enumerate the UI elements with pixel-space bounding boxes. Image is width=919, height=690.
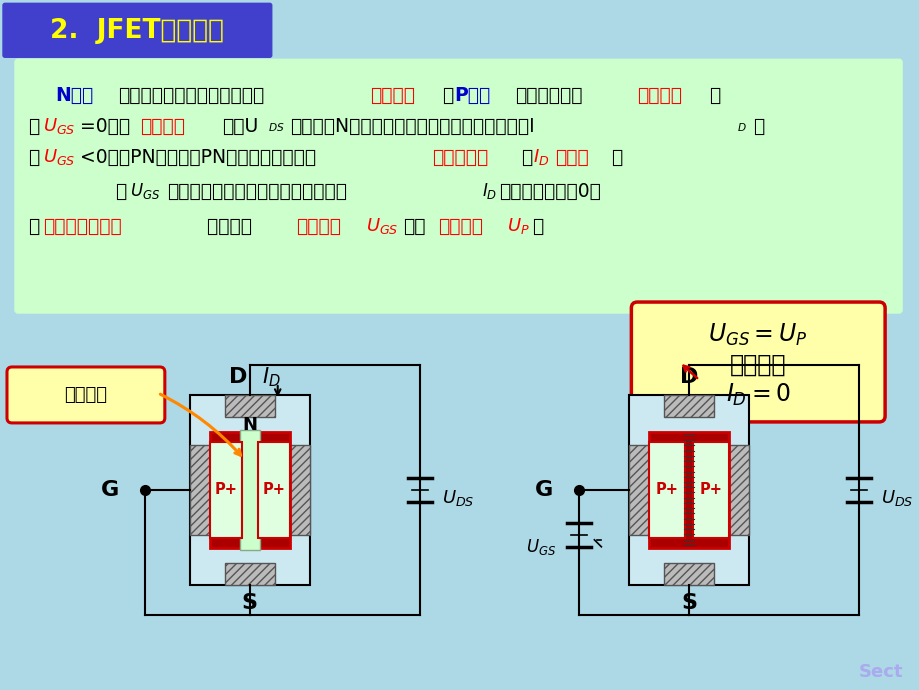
Bar [664, 563, 713, 584]
Bar [189, 445, 210, 535]
Text: $U_{DS}$: $U_{DS}$ [441, 488, 473, 508]
Text: 当: 当 [28, 117, 40, 136]
Bar [210, 432, 289, 548]
Text: <0时，PN结反偏，PN结加宽，漏源间的: <0时，PN结反偏，PN结加宽，漏源间的 [80, 148, 316, 167]
Text: 负栅压区: 负栅压区 [369, 86, 414, 105]
Text: 将减小: 将减小 [555, 148, 588, 167]
Text: 2.  JFET工作原理: 2. JFET工作原理 [50, 19, 223, 44]
Text: 夹断状态: 夹断状态 [729, 353, 786, 377]
Bar [649, 432, 729, 548]
Text: 沟道将变窄: 沟道将变窄 [431, 148, 487, 167]
Text: $U_P$: $U_P$ [507, 216, 529, 236]
Text: P+: P+ [655, 482, 678, 497]
Text: $U_{GS}$: $U_{GS}$ [43, 147, 75, 167]
Bar [257, 442, 289, 538]
Text: $I_D$: $I_D$ [533, 147, 550, 167]
Text: ，在U: ，在U [221, 117, 257, 136]
Text: 继续向负方向增加，沟道继续变窄，: 继续向负方向增加，沟道继续变窄， [166, 181, 346, 201]
Text: G: G [101, 480, 119, 500]
Text: 。: 。 [753, 117, 764, 136]
Text: 。: 。 [532, 217, 543, 235]
Bar [189, 395, 310, 584]
Bar [629, 395, 748, 584]
Text: $I_D$: $I_D$ [262, 365, 281, 388]
Text: N沟道: N沟道 [55, 86, 93, 105]
FancyBboxPatch shape [3, 3, 271, 57]
Bar [224, 395, 275, 417]
Bar [693, 442, 729, 538]
Text: S: S [681, 593, 697, 613]
Text: 继续减小直至为0。: 继续减小直至为0。 [499, 181, 601, 201]
Bar [664, 395, 713, 417]
FancyBboxPatch shape [630, 302, 884, 422]
Text: P+: P+ [214, 482, 237, 497]
Text: 结型场效应三极管只能工作在: 结型场效应三极管只能工作在 [118, 86, 264, 105]
Text: 栅源电压: 栅源电压 [295, 217, 340, 235]
Text: Sect: Sect [858, 662, 902, 680]
Text: $U_{GS}$: $U_{GS}$ [130, 181, 160, 201]
Text: 当: 当 [115, 181, 126, 201]
Text: P+: P+ [699, 482, 722, 497]
Bar [729, 445, 748, 535]
FancyBboxPatch shape [15, 59, 902, 313]
Text: P+: P+ [262, 482, 285, 497]
Text: ，: ， [709, 86, 720, 105]
Text: N: N [242, 416, 257, 434]
Text: 的作用下N沟道内的电子定向运动形成漏极电流I: 的作用下N沟道内的电子定向运动形成漏极电流I [289, 117, 534, 136]
Text: ，: ， [611, 148, 622, 167]
Text: ，: ， [441, 86, 452, 105]
Text: $U_{GS}=U_P$: $U_{GS}=U_P$ [708, 322, 807, 348]
Text: $U_{DS}$: $U_{DS}$ [880, 488, 913, 508]
Text: P沟道: P沟道 [454, 86, 490, 105]
Text: $U_{GS}$: $U_{GS}$ [43, 116, 75, 136]
Text: 漏极电流为零时: 漏极电流为零时 [43, 217, 121, 235]
Text: 的只能工作在: 的只能工作在 [515, 86, 583, 105]
Bar [629, 445, 649, 535]
Text: 沟道较宽: 沟道较宽 [140, 117, 185, 136]
Text: ，: ， [521, 148, 532, 167]
Text: G: G [535, 480, 553, 500]
Bar [224, 563, 275, 584]
Text: $I_D$: $I_D$ [481, 181, 496, 201]
Text: $_D$: $_D$ [736, 119, 746, 134]
Text: D: D [679, 367, 698, 387]
Bar [649, 442, 685, 538]
Text: =0时，: =0时， [80, 117, 130, 136]
Text: $I_D=0$: $I_D=0$ [725, 382, 789, 408]
Bar [240, 430, 259, 550]
Text: 当: 当 [28, 217, 40, 235]
Text: 所对应的: 所对应的 [183, 217, 252, 235]
Text: $U_{GS}$: $U_{GS}$ [365, 216, 398, 236]
Text: 导电沟道: 导电沟道 [64, 386, 108, 404]
FancyBboxPatch shape [7, 367, 165, 423]
Bar [210, 442, 242, 538]
Text: S: S [242, 593, 257, 613]
Text: $_{DS}$: $_{DS}$ [267, 119, 284, 134]
Text: 当: 当 [28, 148, 40, 167]
Text: 正栅压区: 正栅压区 [637, 86, 682, 105]
Text: D: D [228, 367, 246, 387]
Text: 夹断电压: 夹断电压 [437, 217, 482, 235]
Text: $U_{GS}$: $U_{GS}$ [526, 537, 556, 557]
Text: 称为: 称为 [403, 217, 425, 235]
Bar [289, 445, 310, 535]
